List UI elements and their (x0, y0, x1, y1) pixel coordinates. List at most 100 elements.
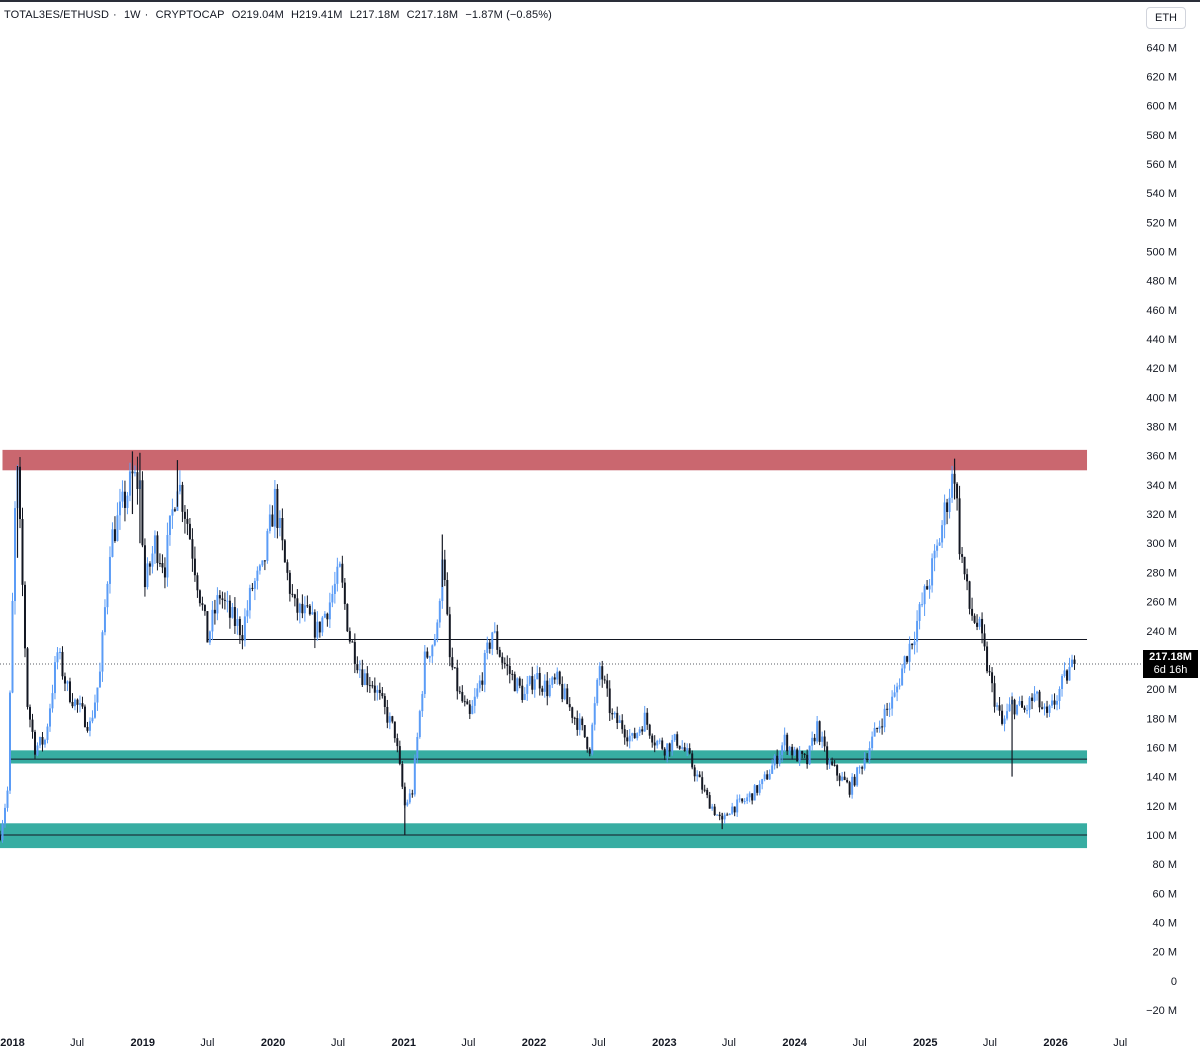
candle (286, 559, 289, 581)
candle (1056, 695, 1059, 711)
candle (333, 571, 336, 604)
y-tick-label: 560 M (1146, 159, 1177, 171)
candle (226, 590, 229, 613)
candle (893, 684, 896, 698)
candle-body (531, 676, 534, 690)
candle-body (636, 732, 639, 739)
candle (173, 507, 176, 513)
candle-body (1006, 711, 1009, 719)
candle-body (326, 613, 329, 620)
candle-body (283, 540, 286, 563)
candle (128, 462, 131, 502)
candle (776, 749, 779, 769)
candle (768, 769, 771, 780)
candle-body (758, 784, 761, 793)
candle (298, 602, 301, 624)
candle (273, 479, 276, 538)
y-tick-label: 260 M (1146, 597, 1177, 609)
candle (583, 725, 586, 739)
candle (283, 538, 286, 563)
candle (931, 553, 934, 593)
candle-body (648, 724, 651, 736)
candle-body (938, 542, 941, 546)
candle (178, 470, 181, 495)
x-tick-label: 2019 (131, 1037, 155, 1049)
candle-body (866, 759, 869, 761)
candle-body (306, 605, 309, 607)
candle (106, 581, 109, 615)
candle-body (1053, 700, 1056, 705)
candle (561, 676, 564, 703)
candle (843, 771, 846, 781)
candle (398, 740, 401, 766)
candle (658, 738, 661, 745)
support-zone-upper (9, 750, 1088, 764)
candle-body (358, 669, 361, 671)
candle-body (336, 566, 339, 584)
candle-body (396, 738, 399, 747)
candle-body (353, 642, 356, 665)
candle-body (891, 696, 894, 709)
candle (328, 592, 331, 629)
candle (266, 528, 269, 564)
candle-body (1033, 693, 1036, 701)
candle-body (31, 719, 34, 732)
time-axis[interactable]: 2018 Jul 2019 Jul 2020 Jul 2021 Jul 2022 Jul 2023 J… (0, 1037, 1127, 1049)
candle (766, 770, 769, 780)
candle-body (1056, 700, 1059, 705)
candle-body (296, 598, 299, 613)
candle-body (698, 774, 701, 778)
candle (8, 690, 11, 794)
lines-layer (0, 639, 1142, 836)
candle-body (181, 484, 184, 512)
candle (803, 753, 806, 758)
candle (541, 685, 544, 696)
candle-body (683, 747, 686, 751)
candle-body (443, 559, 446, 580)
candle (971, 597, 974, 621)
candle (913, 631, 916, 655)
candle (363, 669, 366, 686)
candle-body (206, 611, 209, 643)
x-tick-label: Jul (853, 1037, 867, 1049)
candle (598, 662, 601, 686)
candle-body (956, 483, 959, 499)
bar-countdown: 6d 16h (1153, 664, 1188, 676)
price-axis[interactable]: 640 M 620 M 600 M 580 M 560 M 540 M 520 M 500 M… (1146, 42, 1177, 1017)
legend-symbol[interactable]: TOTAL3ES/ETHUSD (4, 9, 110, 21)
candle (593, 696, 596, 731)
candle (998, 697, 1001, 716)
candle (716, 814, 719, 816)
candle (631, 732, 634, 742)
candle-body (286, 562, 289, 573)
candle-body (673, 734, 676, 741)
candle-body (163, 567, 166, 578)
candle-body (583, 725, 586, 738)
candle (826, 741, 829, 770)
candle (673, 733, 676, 742)
candle (456, 659, 459, 700)
candle-body (806, 754, 809, 765)
candle (476, 683, 479, 699)
candle-body (268, 514, 271, 532)
candle (93, 694, 96, 719)
candle-body (513, 674, 516, 692)
candle (31, 713, 34, 739)
candle-body (861, 767, 864, 769)
candle (103, 599, 106, 636)
x-tick-label: 2021 (392, 1037, 416, 1049)
candle (316, 611, 319, 641)
candle (88, 717, 91, 737)
candle-body (823, 736, 826, 747)
candle (193, 546, 196, 582)
candle-body (1051, 700, 1054, 706)
candle-body (818, 721, 821, 742)
candle-body (718, 814, 721, 817)
candle (1043, 703, 1046, 716)
candle (1066, 669, 1069, 684)
currency-button[interactable]: ETH (1146, 7, 1186, 29)
candle (466, 698, 469, 705)
candle (1, 819, 4, 843)
candle-body (408, 793, 411, 803)
